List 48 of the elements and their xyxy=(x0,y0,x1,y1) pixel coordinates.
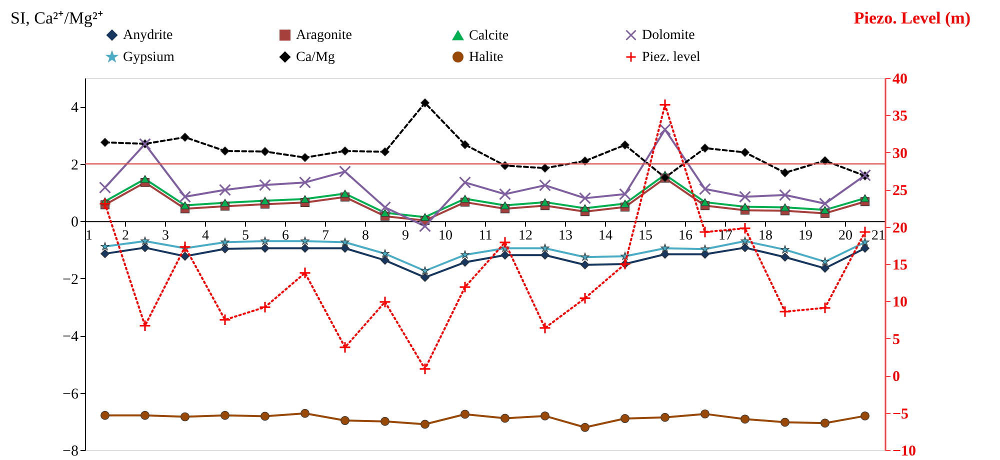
y-tick-label: 2 xyxy=(71,157,78,174)
x-tick-label: 18 xyxy=(758,228,772,244)
x-tick-label: 12 xyxy=(518,228,532,244)
x-tick-label: 7 xyxy=(322,228,329,244)
y2-tick-label: −10 xyxy=(892,444,916,460)
legend-label: Gypsium xyxy=(123,50,174,65)
x-tick-label: 8 xyxy=(362,228,369,244)
x-tick-label: 16 xyxy=(678,228,692,244)
x-tick-label: 6 xyxy=(282,228,289,244)
x-tick-label: 3 xyxy=(162,228,169,244)
y2-tick-label: 5 xyxy=(892,332,900,348)
legend-label: Anydrite xyxy=(123,28,173,44)
x-tick-label: 17 xyxy=(718,228,732,244)
y-tick-label: −4 xyxy=(62,329,79,346)
legend-label: Aragonite xyxy=(296,28,352,44)
x-tick-label: 1 xyxy=(86,228,92,244)
x-tick-label: 20 xyxy=(838,228,852,244)
y2-tick-label: 25 xyxy=(892,183,908,200)
y2-tick-label: 15 xyxy=(892,258,908,274)
legend-label: Halite xyxy=(469,50,504,65)
x-tick-label: 4 xyxy=(202,228,209,244)
y-axis-title: SI, Ca²⁺/Mg²⁺ xyxy=(10,8,104,28)
y2-axis-title: Piezo. Level (m) xyxy=(854,8,970,28)
y2-tick-label: 10 xyxy=(892,294,908,311)
y2-tick-label: 30 xyxy=(892,146,908,162)
x-tick-label: 9 xyxy=(402,228,409,244)
x-tick-label: 5 xyxy=(242,228,249,244)
legend-label: Dolomite xyxy=(642,28,695,44)
legend-label: Ca/Mg xyxy=(296,50,335,65)
y-tick-label: 4 xyxy=(71,100,79,116)
y-tick-label: −6 xyxy=(62,386,79,402)
x-tick-label: 2 xyxy=(122,228,129,244)
x-tick-label: 10 xyxy=(438,228,452,244)
x-tick-label: 19 xyxy=(798,228,812,244)
y2-tick-label: 35 xyxy=(892,108,908,125)
y2-tick-label: −5 xyxy=(892,406,909,422)
y-tick-label: −2 xyxy=(62,272,78,288)
y2-tick-label: 0 xyxy=(892,369,900,386)
y2-tick-label: 40 xyxy=(892,72,908,88)
y-tick-label: 0 xyxy=(71,214,78,231)
legend-label: Piez. level xyxy=(642,50,700,65)
y-tick-label: −8 xyxy=(62,444,78,460)
x-tick-label: 13 xyxy=(558,228,572,244)
x-tick-label: 15 xyxy=(638,228,652,244)
x-tick-label: 11 xyxy=(478,228,492,244)
legend-label: Calcite xyxy=(469,28,509,44)
x-tick-label: 14 xyxy=(598,228,612,244)
x-tick-label: 21 xyxy=(872,228,886,244)
